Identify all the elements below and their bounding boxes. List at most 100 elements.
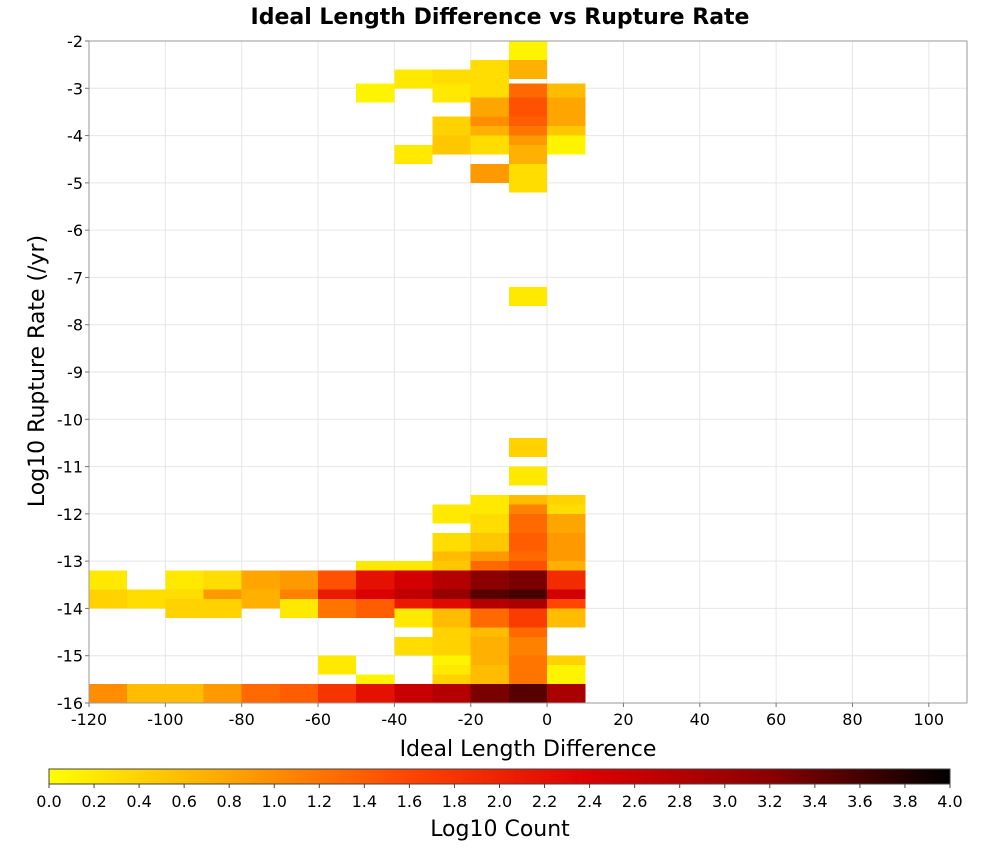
heatmap-cell: [279, 570, 319, 590]
heatmap-cell: [470, 608, 509, 628]
heatmap-cell: [508, 173, 548, 193]
colorbar-tick-label: 3.6: [847, 792, 872, 811]
y-tick-label: -8: [67, 316, 83, 335]
y-tick-label: -13: [57, 552, 83, 571]
heatmap-cell: [432, 684, 471, 703]
heatmap-cell: [394, 570, 433, 590]
colorbar-tick-label: 0.6: [171, 792, 196, 811]
heatmap-cell: [547, 532, 586, 552]
colorbar-tick-label: 1.0: [262, 792, 287, 811]
heatmap-cell: [432, 570, 471, 590]
colorbar: 0.0 0.2 0.4 0.6 0.8 1.0 1.2 1.4 1.6 1.8 2.0 2.2 2.4 2…: [36, 768, 963, 811]
x-tick-label: -120: [71, 710, 107, 729]
colorbar-tick-label: 3.2: [757, 792, 782, 811]
y-tick-label: -12: [57, 505, 83, 524]
colorbar-tick-label: 1.2: [307, 792, 332, 811]
heatmap-cell: [470, 163, 509, 183]
heatmap-cell: [394, 684, 433, 703]
heatmap-cell: [89, 589, 128, 609]
heatmap-cell: [241, 589, 280, 609]
colorbar-tick-label: 2.0: [487, 792, 512, 811]
x-tick-label: 80: [842, 710, 862, 729]
heatmap-cell: [356, 570, 395, 590]
x-tick-label: 0: [542, 710, 552, 729]
heatmap-cell: [508, 438, 548, 458]
colorbar-tick-label: 3.8: [892, 792, 917, 811]
heatmap-cell: [127, 684, 166, 703]
heatmap-cell: [508, 608, 548, 628]
colorbar-tick-label: 1.6: [397, 792, 422, 811]
x-tick-label: 20: [613, 710, 633, 729]
heatmap-cell: [318, 684, 357, 703]
heatmap-cell: [432, 83, 471, 103]
y-tick-label: -10: [57, 410, 83, 429]
y-tick-label: -4: [67, 127, 83, 146]
heatmap-cell: [508, 466, 548, 486]
heatmap-cell: [432, 504, 471, 524]
heatmap-cell: [432, 135, 471, 155]
colorbar-tick-label: 2.6: [622, 792, 647, 811]
heatmap-cell: [470, 135, 509, 155]
y-tick-label: -11: [57, 458, 83, 477]
heatmap-cell: [508, 97, 548, 117]
heatmap-cell: [318, 598, 357, 618]
heatmap-cell: [470, 494, 509, 514]
heatmap-cell: [89, 570, 128, 590]
heatmap-cell: [470, 97, 509, 117]
heatmap-cell: [508, 684, 548, 703]
heatmap-cell: [394, 636, 433, 656]
colorbar-label: Log10 Count: [430, 817, 570, 842]
y-tick-label: -15: [57, 647, 83, 666]
heatmap-cell: [432, 532, 471, 552]
heatmap-cell: [165, 684, 204, 703]
x-tick-label: -60: [305, 710, 331, 729]
heatmap-cell: [394, 608, 433, 628]
heatmap-cell: [508, 532, 548, 552]
heatmap-cell: [356, 598, 395, 618]
heatmap-cell: [394, 69, 433, 89]
heatmap-cell: [470, 636, 509, 656]
y-tick-label: -6: [67, 221, 83, 240]
x-tick-label: -100: [147, 710, 183, 729]
x-tick-label: 60: [766, 710, 786, 729]
y-tick-label: -7: [67, 268, 83, 287]
heatmap-cell: [89, 684, 128, 703]
y-tick-label: -3: [67, 79, 83, 98]
colorbar-tick-label: 0.0: [36, 792, 61, 811]
heatmap-cell: [241, 570, 280, 590]
colorbar-tick-label: 1.8: [442, 792, 467, 811]
heatmap-cell: [547, 513, 586, 533]
x-tick-label: -80: [229, 710, 255, 729]
heatmap-cells: [89, 41, 586, 703]
colorbar-tick-label: 2.4: [577, 792, 602, 811]
heatmap-cell: [508, 41, 548, 60]
x-tick-label: 100: [914, 710, 945, 729]
heatmap-cell: [356, 684, 395, 703]
heatmap-cell: [547, 570, 586, 590]
y-tick-label: -5: [67, 174, 83, 193]
heatmap-cell: [508, 59, 548, 79]
heatmap-cell: [241, 684, 280, 703]
colorbar-tick-label: 0.8: [216, 792, 241, 811]
heatmap-cell: [394, 145, 433, 164]
colorbar-tick-label: 2.2: [532, 792, 557, 811]
colorbar-tick-label: 4.0: [937, 792, 962, 811]
heatmap-cell: [508, 286, 548, 306]
heatmap-cell: [432, 608, 471, 628]
y-tick-label: -9: [67, 363, 83, 382]
colorbar-tick-label: 0.2: [81, 792, 106, 811]
heatmap-cell: [470, 59, 509, 79]
x-tick-label: -40: [381, 710, 407, 729]
y-axis-label: Log10 Rupture Rate (/yr): [25, 235, 50, 507]
heatmap-cell: [127, 589, 166, 609]
heatmap-cell: [547, 608, 586, 628]
heatmap-cell: [508, 570, 548, 590]
heatmap-cell: [165, 570, 204, 590]
colorbar-tick-label: 2.8: [667, 792, 692, 811]
y-tick-label: -16: [57, 694, 83, 713]
heatmap-cell: [203, 570, 242, 590]
y-axis-ticks: -2 -3 -4 -5 -6 -7 -8 -9 -10 -11 -12 -13 -14 -15 -16: [57, 32, 89, 713]
heatmap-cell: [203, 598, 242, 618]
heatmap-cell: [508, 636, 548, 656]
